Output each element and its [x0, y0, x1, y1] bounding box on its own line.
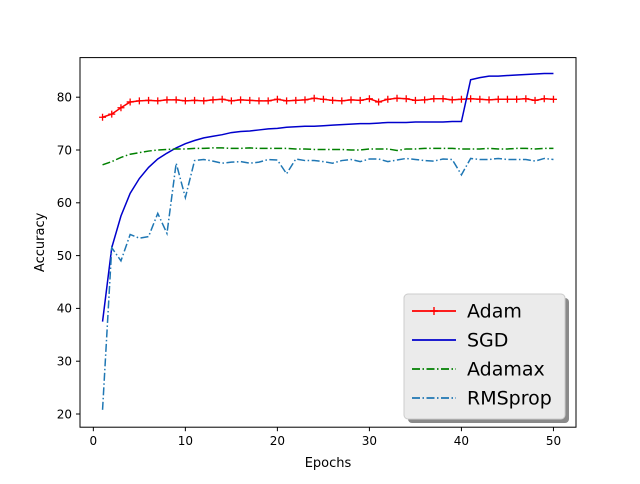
y-tick-label: 20: [57, 407, 72, 421]
data-point-adam: [264, 97, 272, 105]
data-point-adam: [181, 97, 189, 105]
data-point-adam: [448, 96, 456, 104]
legend-label-adamax: Adamax: [467, 359, 545, 381]
x-axis-label: Epochs: [305, 456, 352, 471]
data-point-adam: [356, 96, 364, 104]
data-point-adam: [421, 96, 429, 104]
data-point-adam: [503, 95, 511, 103]
data-point-adam: [255, 97, 263, 105]
y-tick-label: 30: [57, 355, 72, 369]
data-point-adam: [99, 113, 107, 121]
y-tick-label: 40: [57, 302, 72, 316]
data-point-adam: [154, 97, 162, 105]
data-point-adam: [467, 95, 475, 103]
x-tick-label: 20: [270, 434, 285, 448]
data-point-adam: [172, 96, 180, 104]
data-point-adam: [145, 96, 153, 104]
data-point-adam: [283, 97, 291, 105]
data-point-adam: [191, 96, 199, 104]
data-point-adam: [513, 95, 521, 103]
data-point-adam: [365, 95, 373, 103]
data-point-adam: [273, 95, 281, 103]
data-point-adam: [393, 94, 401, 102]
data-point-adam: [126, 98, 134, 106]
data-point-adam: [531, 96, 539, 104]
data-point-adam: [485, 96, 493, 104]
x-tick-label: 30: [362, 434, 377, 448]
series-line-adam: [102, 97, 554, 118]
data-point-adam: [540, 95, 548, 103]
data-point-adam: [457, 95, 465, 103]
legend: Adam SGD Adamax RMSprop: [403, 293, 569, 423]
legend-marker-adam: [430, 307, 438, 315]
data-point-adam: [227, 97, 235, 105]
y-tick-label: 70: [57, 143, 72, 157]
legend-label-rmsprop: RMSprop: [467, 388, 552, 410]
data-point-adam: [117, 104, 125, 112]
data-point-adam: [347, 96, 355, 104]
series-line-adamax: [102, 147, 554, 166]
data-point-adam: [494, 95, 502, 103]
data-point-adam: [200, 97, 208, 105]
x-tick-label: 0: [90, 434, 98, 448]
data-point-adam: [439, 95, 447, 103]
data-point-adam: [135, 97, 143, 105]
data-point-adam: [292, 96, 300, 104]
data-point-adam: [108, 110, 116, 118]
y-tick-label: 50: [57, 249, 72, 263]
legend-label-adam: Adam: [467, 301, 522, 323]
data-point-adam: [329, 96, 337, 104]
data-point-adam: [375, 98, 383, 106]
y-tick-label: 80: [57, 91, 72, 105]
data-point-adam: [218, 95, 226, 103]
plot-frame: [79, 57, 577, 428]
x-tick-label: 10: [178, 434, 193, 448]
data-point-adam: [522, 95, 530, 103]
data-point-adam: [384, 95, 392, 103]
series-line-rmsprop: [101, 157, 554, 410]
legend-label-sgd: SGD: [467, 330, 508, 352]
data-point-adam: [402, 95, 410, 103]
data-point-adam: [430, 95, 438, 103]
data-point-adam: [163, 96, 171, 104]
legend-box: [403, 293, 566, 420]
plot-marks: [99, 72, 557, 410]
data-point-adam: [209, 96, 217, 104]
data-point-adam: [301, 96, 309, 104]
data-point-adam: [237, 96, 245, 104]
x-tick-label: 40: [454, 434, 469, 448]
data-point-adam: [319, 95, 327, 103]
y-axis-label: Accuracy: [33, 212, 48, 272]
x-axis-ticks: 0 10 20 30 40 50: [90, 427, 561, 448]
y-axis-ticks: 20 30 40 50 60 70 80: [57, 91, 80, 421]
series-line-sgd: [101, 72, 554, 322]
data-point-adam: [246, 96, 254, 104]
data-point-adam: [549, 95, 557, 103]
data-point-adam: [411, 96, 419, 104]
y-tick-label: 60: [57, 196, 72, 210]
data-point-adam: [476, 95, 484, 103]
data-point-adam: [338, 97, 346, 105]
x-tick-label: 50: [546, 434, 561, 448]
data-point-adam: [310, 94, 318, 102]
